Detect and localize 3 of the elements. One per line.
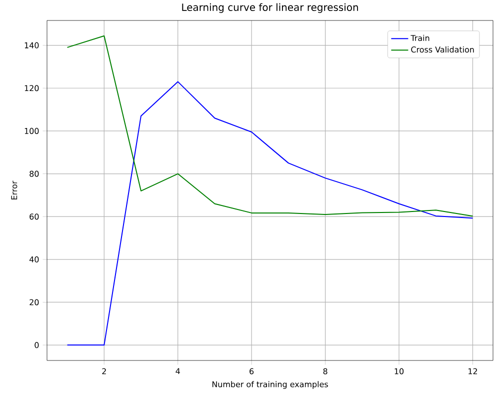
line-series	[66, 35, 474, 216]
chart-title: Learning curve for linear regression	[182, 3, 358, 13]
line-series	[66, 80, 474, 346]
